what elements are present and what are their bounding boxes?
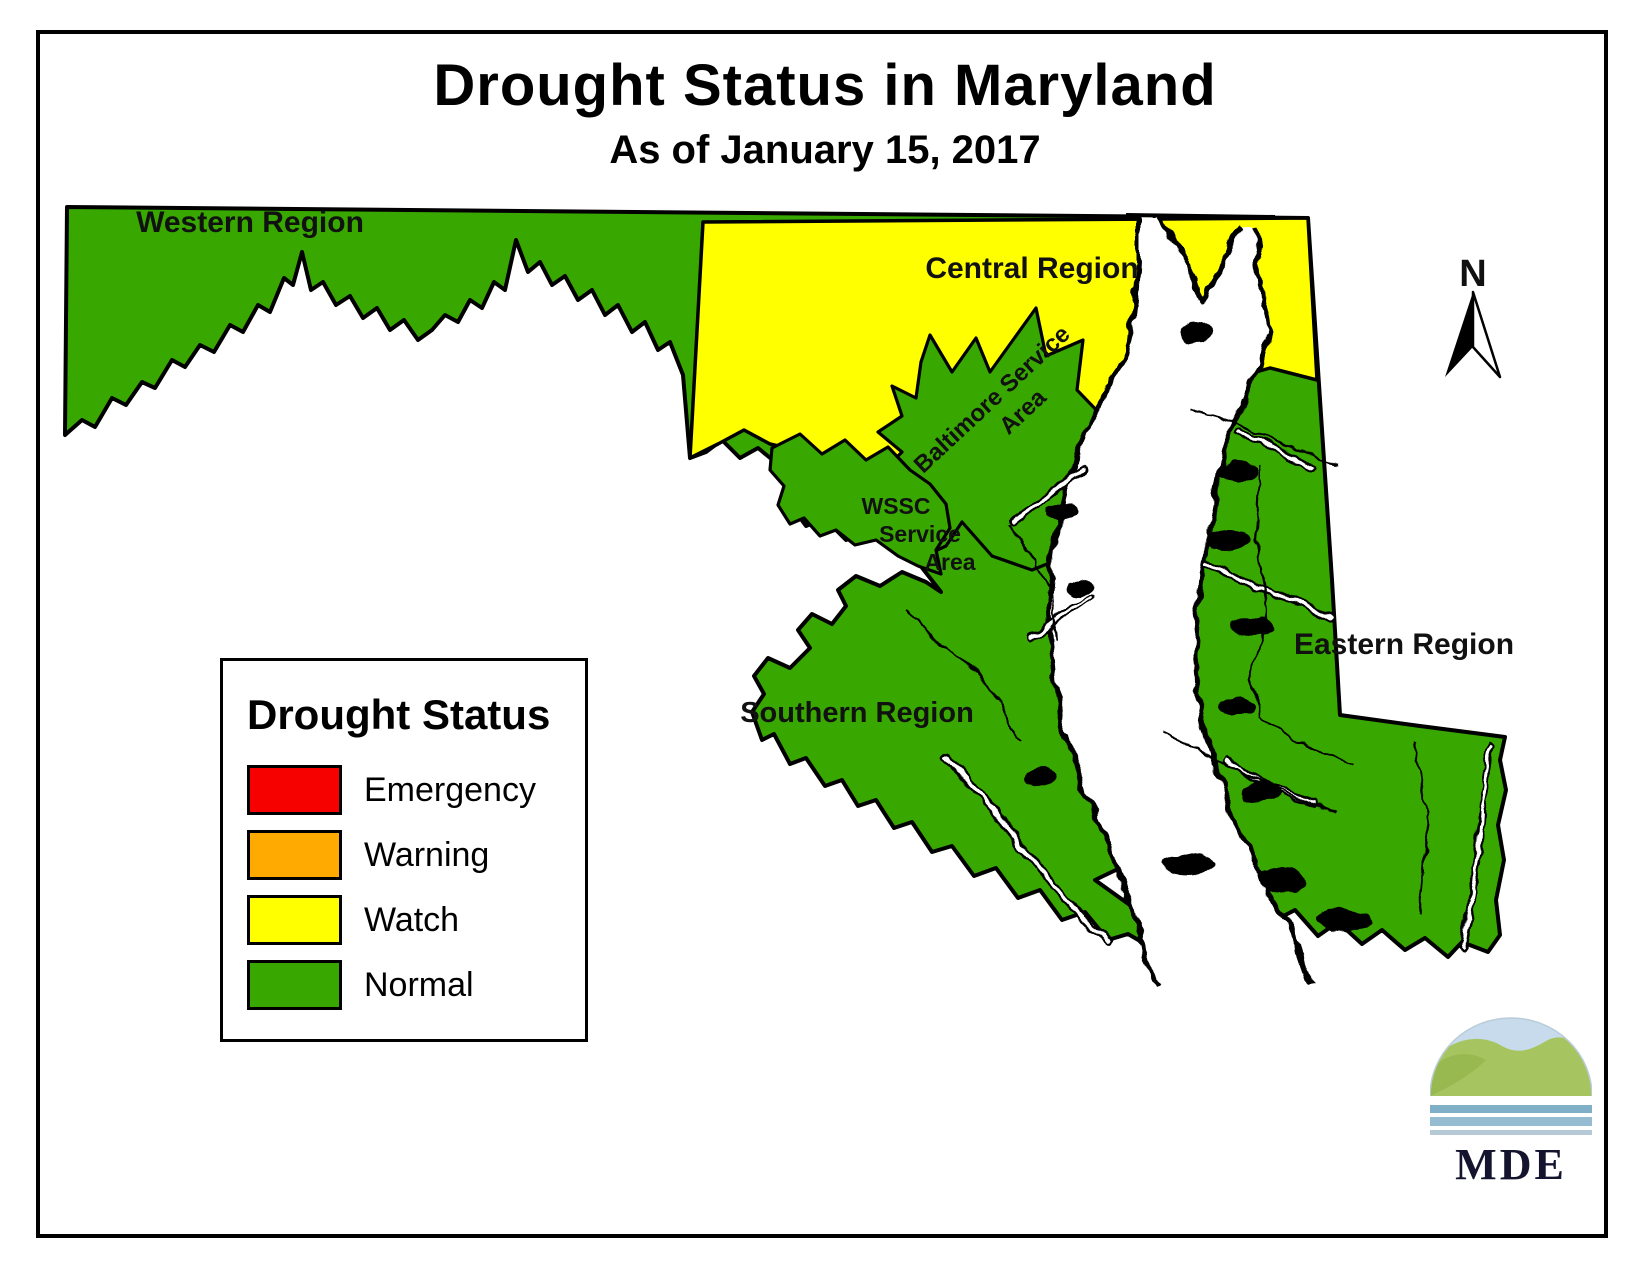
marsh-blob <box>1258 868 1306 892</box>
logo-stripes <box>1430 1101 1592 1135</box>
legend-row-normal: Normal <box>247 960 585 1010</box>
river-severn-water <box>1026 596 1092 640</box>
legend-swatch-normal <box>247 960 342 1010</box>
region-wssc-service-area <box>768 432 952 576</box>
legend-label-emergency: Emergency <box>364 770 536 809</box>
marsh-blob <box>1318 908 1370 932</box>
bay-east-shoreline <box>1159 216 1315 986</box>
marsh-blob <box>1064 577 1092 595</box>
legend-row-emergency: Emergency <box>247 765 585 815</box>
marsh-blob <box>1048 503 1076 521</box>
legend-row-watch: Watch <box>247 895 585 945</box>
mde-logo: MDE <box>1429 1000 1593 1190</box>
north-arrow-left-half <box>1445 292 1473 377</box>
county-line <box>1007 523 1058 641</box>
logo-dome-outline <box>1429 1017 1593 1097</box>
county-lines <box>904 406 1430 916</box>
river-patapsco-water <box>1010 468 1084 522</box>
legend-swatch-warning <box>247 830 342 880</box>
coastal-lagoon-water <box>1460 742 1494 948</box>
river-patuxent-water <box>946 756 1110 944</box>
legend-label-normal: Normal <box>364 965 474 1004</box>
label-western-region: Western Region <box>136 206 364 239</box>
north-arrow: N <box>1445 253 1502 379</box>
marsh-blob <box>1230 615 1274 637</box>
marsh-blob <box>1220 459 1260 481</box>
page-title: Drought Status in Maryland <box>433 53 1217 118</box>
river-chester-water <box>1238 430 1314 470</box>
label-wssc-line2: Service <box>879 521 961 547</box>
river-choptank-water <box>1204 560 1334 620</box>
label-eastern-region: Eastern Region <box>1294 628 1514 661</box>
legend-swatch-emergency <box>247 765 342 815</box>
map-frame-border <box>36 30 1608 1238</box>
logo-hill-shadow <box>1430 1054 1486 1096</box>
rivers <box>943 428 1496 950</box>
county-line <box>1189 406 1339 464</box>
label-central-region: Central Region <box>925 252 1138 285</box>
legend-row-warning: Warning <box>247 830 585 880</box>
legend-label-watch: Watch <box>364 900 460 939</box>
chesapeake-bay-group <box>904 216 1496 986</box>
marsh-blob <box>1180 322 1212 342</box>
bay-west-shoreline <box>1045 218 1161 986</box>
marsh-blob <box>1218 696 1254 716</box>
marsh-blob <box>1204 528 1252 552</box>
north-arrow-right-half <box>1471 290 1502 379</box>
logo-text: MDE <box>1455 1140 1567 1189</box>
legend-box: Drought Status Emergency Warning Watch N… <box>220 658 588 1042</box>
legend-title: Drought Status <box>247 691 551 738</box>
county-line <box>1161 731 1341 816</box>
label-wssc-line3: Area <box>924 549 975 575</box>
logo-hills <box>1430 1037 1592 1096</box>
legend-label-warning: Warning <box>364 835 490 874</box>
county-line <box>1413 741 1430 916</box>
chesapeake-bay-water <box>1048 218 1312 985</box>
page-subtitle: As of January 15, 2017 <box>609 128 1041 172</box>
state-border-over-water <box>1125 213 1276 219</box>
label-southern-region: Southern Region <box>740 697 974 729</box>
county-line <box>1248 461 1353 764</box>
north-label: N <box>1459 253 1486 295</box>
marsh-islands <box>1026 322 1370 932</box>
legend-swatch-watch <box>247 895 342 945</box>
marsh-blob <box>1026 769 1058 787</box>
marsh-blob <box>1242 782 1282 802</box>
label-wssc-line1: WSSC <box>862 493 931 519</box>
county-line <box>904 611 1023 743</box>
logo-dome <box>1429 1017 1593 1097</box>
marsh-blob <box>1166 853 1210 875</box>
